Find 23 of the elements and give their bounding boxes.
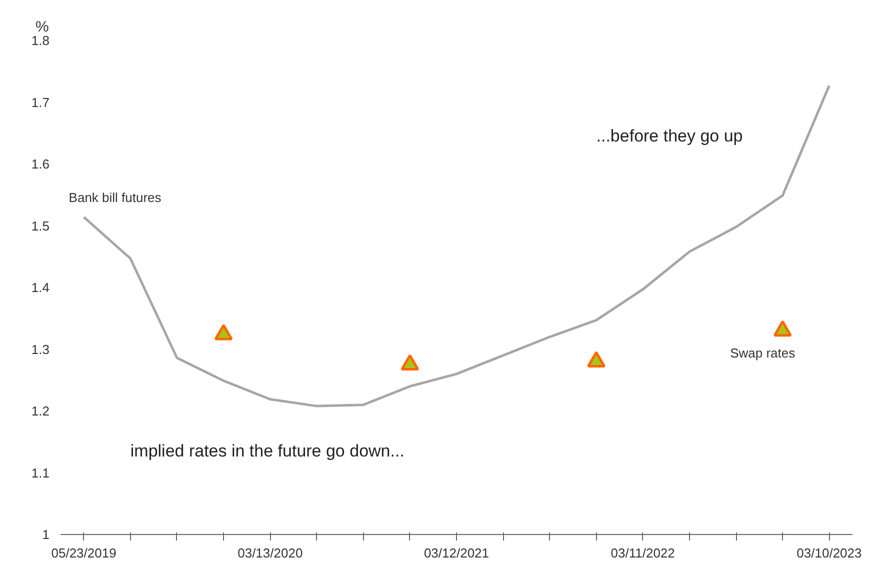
y-tick-label: 1.7 [31,94,50,110]
y-tick-label: 1.2 [31,404,50,418]
y-tick-label: 1.5 [31,218,50,234]
x-tick-label: 03/11/2022 [610,546,675,560]
x-tick-label: 03/10/2023 [796,546,862,560]
x-tick-label: 03/12/2021 [424,546,490,560]
series-label: Swap rates [730,346,796,361]
point [587,351,606,368]
annotation: ...before they go up [596,126,743,146]
x-tick-label: 03/13/2020 [238,546,303,560]
y-tick-label: 1 [42,527,50,542]
y-axis-title: % [36,18,49,36]
y-tick-label: 1.3 [31,342,50,357]
annotation: implied rates in the future go down... [130,441,404,460]
y-tick-label: 1.4 [31,280,50,295]
point [400,354,420,371]
y-tick-label: 1.8 [31,33,50,48]
y-tick-label: 1.1 [31,465,50,480]
x-tick-label: 05/23/2019 [51,546,116,560]
series-label: Bank bill futures [68,190,162,206]
point [773,320,792,337]
point [214,324,233,340]
y-tick-label: 1.6 [31,156,50,172]
